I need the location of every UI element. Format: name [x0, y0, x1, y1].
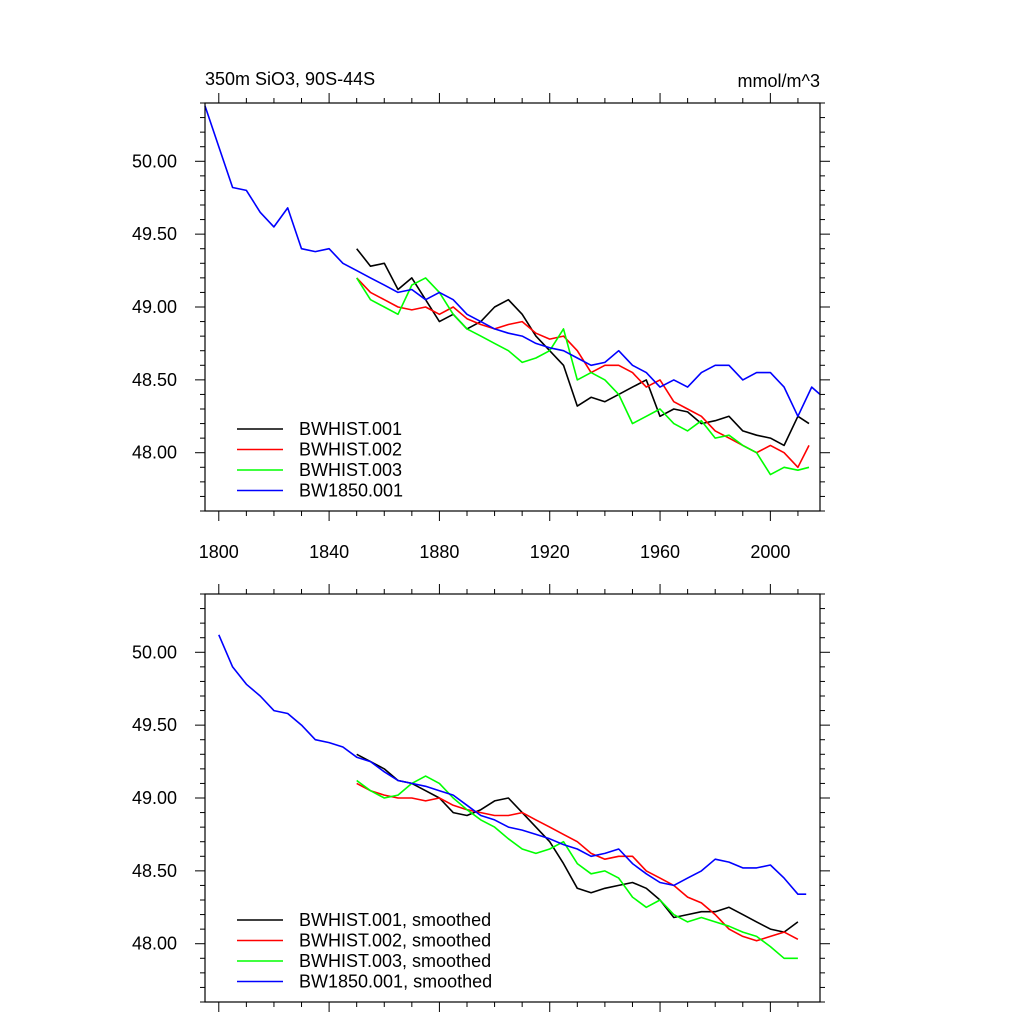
x-tick-label: 1960	[640, 542, 680, 562]
series-line-bwhist-003	[356, 277, 810, 476]
legend-label: BWHIST.002, smoothed	[299, 931, 491, 951]
legend-label: BWHIST.003, smoothed	[299, 951, 491, 971]
legend-label: BWHIST.002	[299, 440, 402, 460]
legend-label: BWHIST.001	[299, 419, 402, 439]
series-line-bw1850-001-smoothed	[218, 634, 807, 896]
x-tick-label: 1920	[530, 542, 570, 562]
plot-frame	[204, 102, 821, 512]
y-tick-label: 48.00	[132, 443, 177, 463]
y-tick-label: 49.00	[132, 297, 177, 317]
y-tick-label: 50.00	[132, 642, 177, 662]
y-tick-label: 49.50	[132, 715, 177, 735]
series-line-bwhist-001-smoothed	[356, 753, 799, 933]
series-line-bw1850-001	[204, 105, 821, 418]
x-tick-label: 2000	[750, 542, 790, 562]
bottom-panel: 48.00 48.50 49.00 49.50 50.00 BWHIST.001, smo…	[132, 584, 830, 1012]
y-tick-label: 49.50	[132, 224, 177, 244]
series-line-bwhist-002	[356, 277, 810, 469]
x-tick-label: 1800	[199, 542, 239, 562]
y-tick-label: 48.50	[132, 861, 177, 881]
x-tick-label: 1880	[419, 542, 459, 562]
legend-label: BW1850.001	[299, 481, 403, 501]
y-tick-label: 48.00	[132, 934, 177, 954]
legend-label: BWHIST.001, smoothed	[299, 910, 491, 930]
legend-label: BW1850.001, smoothed	[299, 972, 492, 992]
chart-title: 350m SiO3, 90S-44S	[205, 69, 375, 89]
y-tick-label: 50.00	[132, 151, 177, 171]
y-tick-label: 48.50	[132, 370, 177, 390]
units-label: mmol/m^3	[738, 71, 820, 91]
top-panel: 1800 1840 1880 1920 1960 2000 48.00 48.50 49.00 4…	[132, 69, 830, 562]
plot-frame	[204, 593, 821, 1003]
y-tick-label: 49.00	[132, 788, 177, 808]
series-line-bwhist-003-smoothed	[356, 775, 798, 960]
x-tick-label: 1840	[309, 542, 349, 562]
legend-label: BWHIST.003	[299, 460, 402, 480]
